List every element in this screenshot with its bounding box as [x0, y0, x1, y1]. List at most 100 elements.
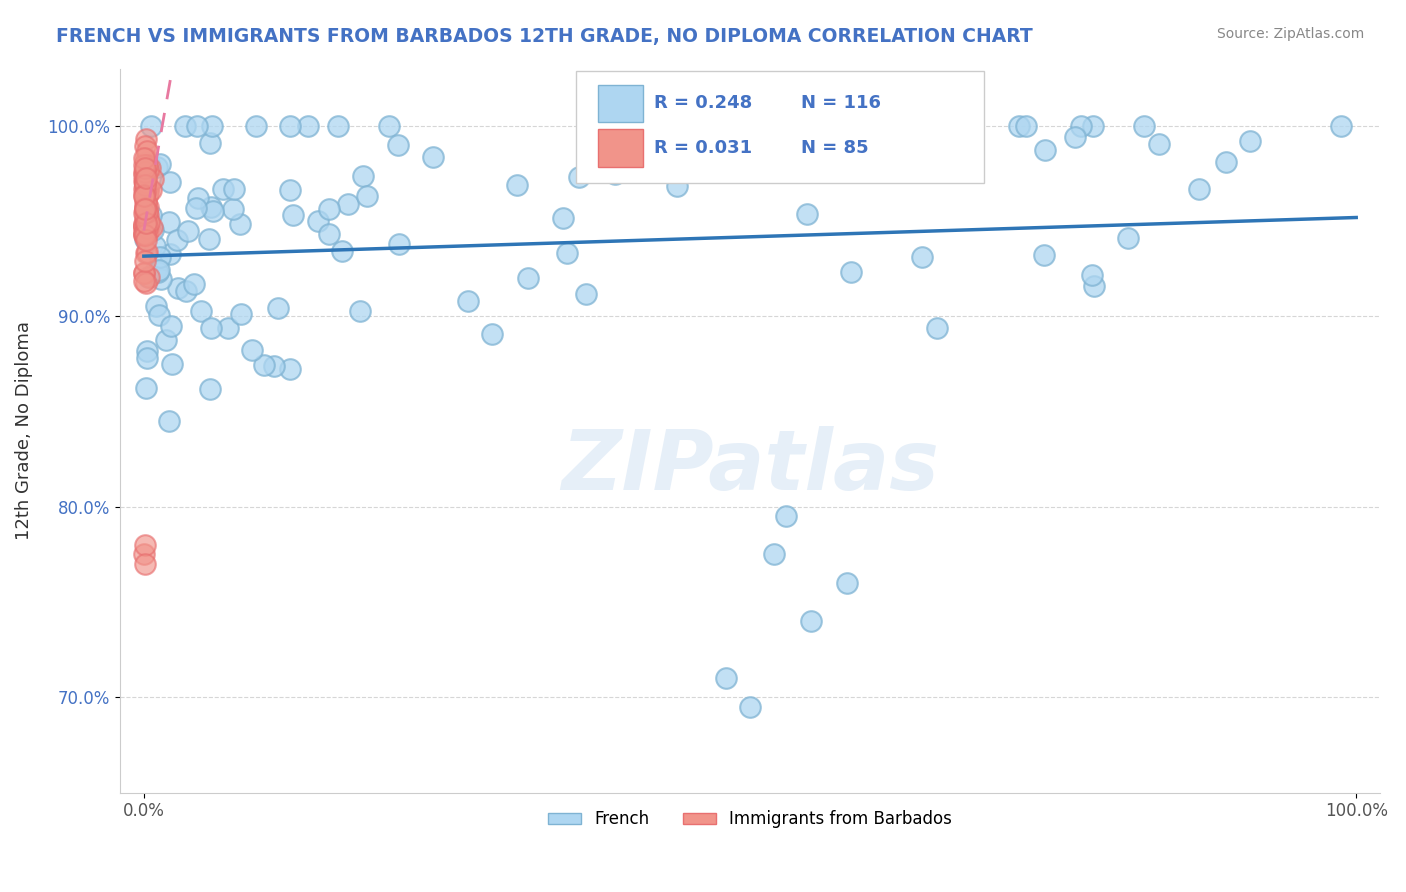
Point: [927, 321, 949, 335]
Point: [136, 158, 159, 172]
Point: [352, 169, 374, 183]
Point: [134, 254, 156, 268]
Point: [1118, 231, 1140, 245]
Point: [160, 318, 183, 333]
Point: [839, 265, 862, 279]
Point: [134, 202, 156, 216]
Point: [186, 119, 208, 133]
Point: [135, 170, 157, 185]
Point: [318, 227, 340, 241]
Point: [136, 351, 159, 365]
Point: [506, 178, 529, 193]
Point: [134, 232, 156, 246]
Point: [136, 200, 159, 214]
Point: [212, 182, 235, 196]
Point: [928, 119, 950, 133]
Point: [162, 357, 184, 371]
Point: [1081, 119, 1104, 133]
Point: [134, 164, 156, 178]
Point: [132, 227, 155, 242]
Point: [378, 119, 401, 133]
Point: [132, 206, 155, 220]
Point: [762, 143, 785, 157]
Point: [326, 119, 349, 133]
Text: N = 116: N = 116: [801, 95, 882, 112]
Point: [738, 699, 761, 714]
Point: [1063, 130, 1085, 145]
Point: [159, 175, 181, 189]
Point: [1033, 247, 1056, 261]
Point: [135, 246, 157, 260]
Point: [135, 197, 157, 211]
Point: [190, 303, 212, 318]
Y-axis label: 12th Grade, No Diploma: 12th Grade, No Diploma: [15, 321, 32, 540]
Point: [134, 557, 156, 571]
Point: [187, 191, 209, 205]
Point: [198, 232, 221, 246]
Point: [318, 202, 340, 217]
Point: [138, 157, 160, 171]
Point: [134, 158, 156, 172]
Point: [132, 219, 155, 234]
Point: [336, 197, 359, 211]
Point: [183, 277, 205, 292]
Point: [136, 163, 159, 178]
Point: [135, 226, 157, 240]
Point: [132, 220, 155, 235]
Point: [132, 168, 155, 182]
Point: [297, 119, 319, 133]
Point: [263, 359, 285, 373]
Point: [136, 270, 159, 285]
Point: [148, 262, 170, 277]
Point: [229, 307, 252, 321]
Point: [139, 208, 162, 222]
Point: [134, 266, 156, 280]
Point: [136, 222, 159, 236]
Point: [134, 178, 156, 192]
Point: [134, 548, 156, 562]
Point: [818, 162, 841, 177]
Point: [186, 201, 208, 215]
Point: [457, 294, 479, 309]
Point: [167, 281, 190, 295]
Point: [134, 161, 156, 175]
Point: [278, 183, 301, 197]
Point: [136, 182, 159, 196]
Point: [134, 227, 156, 242]
Point: [281, 208, 304, 222]
Point: [551, 211, 574, 225]
Point: [132, 226, 155, 240]
Point: [278, 119, 301, 133]
Point: [134, 174, 156, 188]
Point: [422, 150, 444, 164]
Point: [134, 139, 156, 153]
Point: [134, 181, 156, 195]
Point: [141, 119, 163, 133]
Point: [155, 333, 177, 347]
Point: [134, 538, 156, 552]
Point: [1007, 119, 1029, 133]
Point: [200, 200, 222, 214]
Point: [157, 214, 180, 228]
Point: [138, 269, 160, 284]
Point: [135, 215, 157, 229]
Point: [134, 187, 156, 202]
Point: [201, 120, 224, 134]
Point: [174, 119, 197, 133]
Point: [135, 154, 157, 169]
Point: [135, 132, 157, 146]
Point: [714, 671, 737, 685]
Point: [134, 174, 156, 188]
Point: [134, 197, 156, 211]
Point: [308, 214, 330, 228]
Point: [1081, 268, 1104, 282]
Point: [1033, 143, 1056, 157]
Point: [387, 137, 409, 152]
Point: [141, 219, 163, 234]
Point: [143, 239, 166, 253]
Point: [159, 246, 181, 260]
Point: [149, 157, 172, 171]
Point: [149, 250, 172, 264]
Point: [135, 226, 157, 240]
Point: [1215, 155, 1237, 169]
